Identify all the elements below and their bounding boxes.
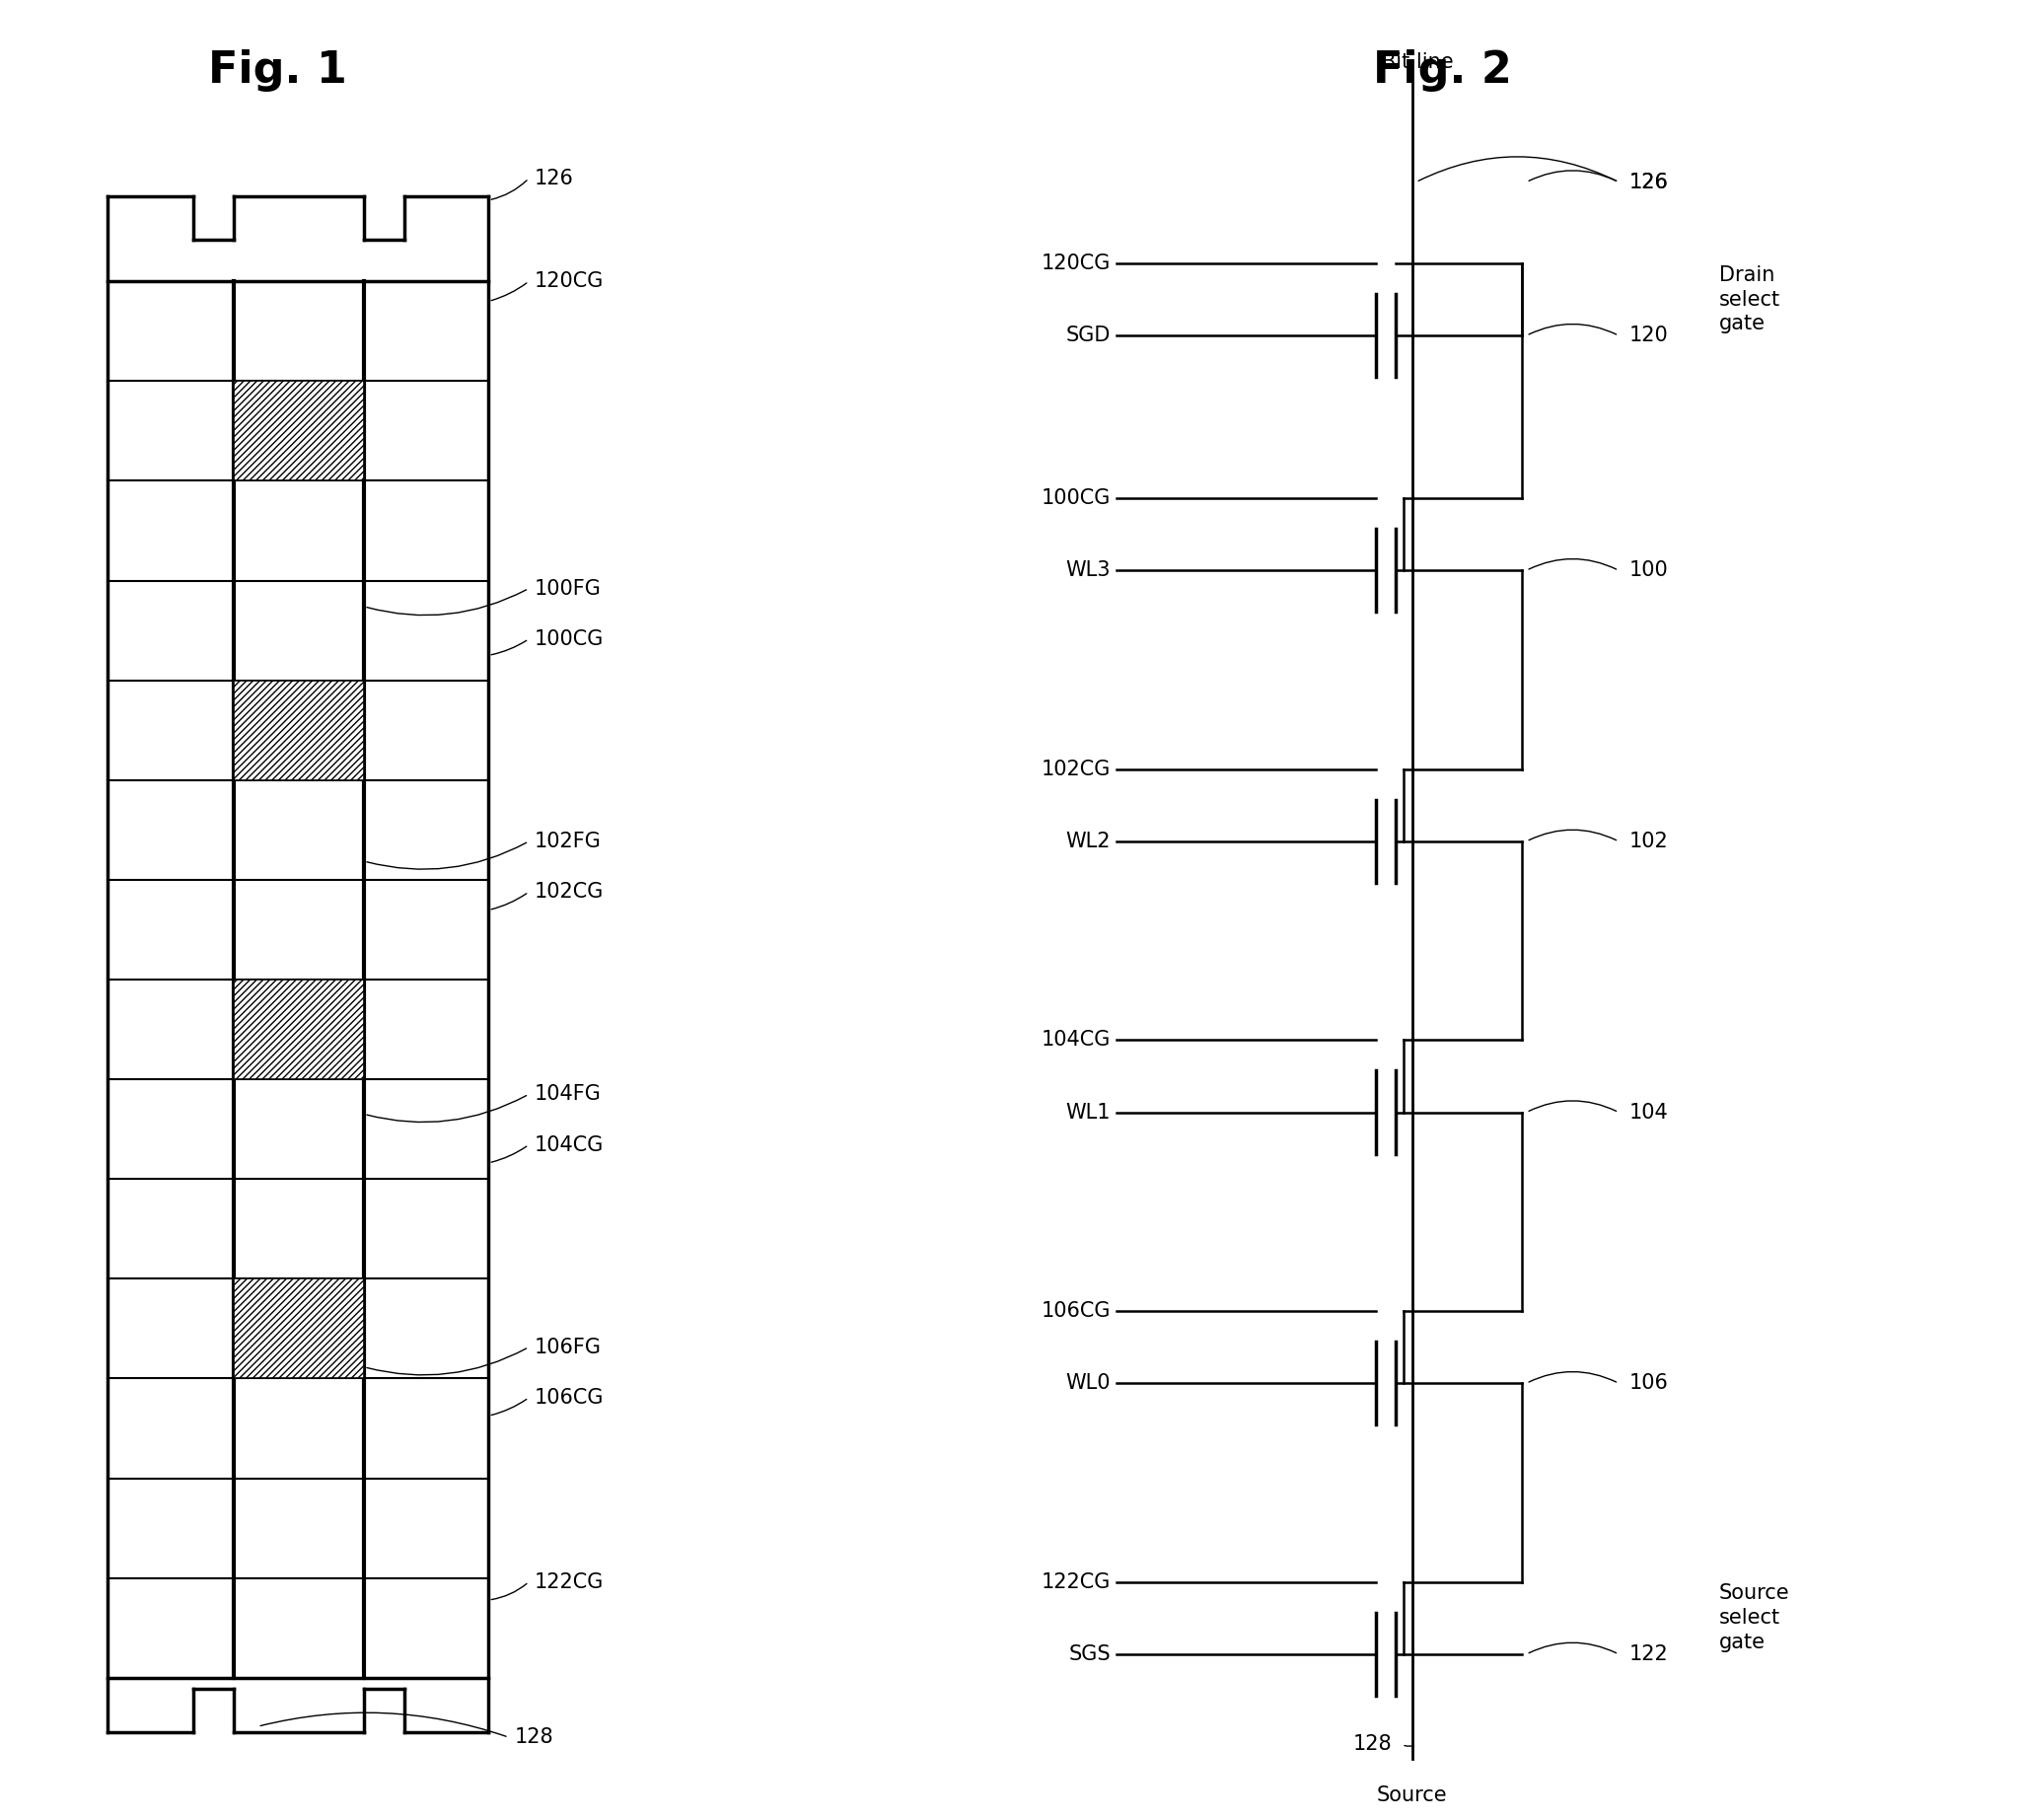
Text: Fig. 2: Fig. 2 <box>1372 49 1512 91</box>
Bar <box>234 380 364 480</box>
Text: 104CG: 104CG <box>536 1136 604 1154</box>
Text: 122CG: 122CG <box>1041 1572 1112 1592</box>
Text: 100CG: 100CG <box>536 630 604 650</box>
Text: Drain
select
gate: Drain select gate <box>1720 266 1781 333</box>
Text: 120CG: 120CG <box>1041 253 1112 273</box>
Text: 128: 128 <box>1352 1734 1392 1754</box>
Text: 100: 100 <box>1629 561 1667 581</box>
Text: Bit line: Bit line <box>1382 53 1453 71</box>
Text: 104CG: 104CG <box>1041 1030 1112 1050</box>
Text: WL3: WL3 <box>1065 561 1112 581</box>
Text: 106: 106 <box>1629 1374 1667 1392</box>
Text: WL1: WL1 <box>1065 1103 1112 1123</box>
Text: 104FG: 104FG <box>536 1085 602 1105</box>
Text: SGD: SGD <box>1067 326 1112 346</box>
Text: WL0: WL0 <box>1065 1374 1112 1392</box>
Text: 106CG: 106CG <box>536 1389 604 1407</box>
Text: Fig. 1: Fig. 1 <box>208 49 348 91</box>
Text: 106FG: 106FG <box>536 1338 602 1358</box>
Text: SGS: SGS <box>1069 1643 1112 1663</box>
Text: 126: 126 <box>1629 173 1667 191</box>
Text: 120: 120 <box>1629 326 1667 346</box>
Text: 122: 122 <box>1629 1643 1667 1663</box>
Text: 106CG: 106CG <box>1041 1301 1112 1321</box>
Text: 120CG: 120CG <box>536 271 604 291</box>
Bar <box>234 681 364 781</box>
Text: 102CG: 102CG <box>536 883 604 901</box>
Text: 102FG: 102FG <box>536 832 602 852</box>
Bar <box>234 979 364 1079</box>
Text: 104: 104 <box>1629 1103 1667 1123</box>
Text: 100FG: 100FG <box>536 579 602 599</box>
Text: 128: 128 <box>515 1727 554 1747</box>
Text: 126: 126 <box>536 169 574 187</box>
Text: Source
select
gate: Source select gate <box>1720 1583 1791 1653</box>
Text: Source: Source <box>1376 1785 1447 1805</box>
Text: 122CG: 122CG <box>536 1572 604 1592</box>
Text: 102CG: 102CG <box>1041 759 1112 779</box>
Text: WL2: WL2 <box>1065 832 1112 852</box>
Bar <box>234 1279 364 1378</box>
Text: 100CG: 100CG <box>1041 488 1112 508</box>
Text: 102: 102 <box>1629 832 1667 852</box>
Text: 126: 126 <box>1629 173 1667 191</box>
